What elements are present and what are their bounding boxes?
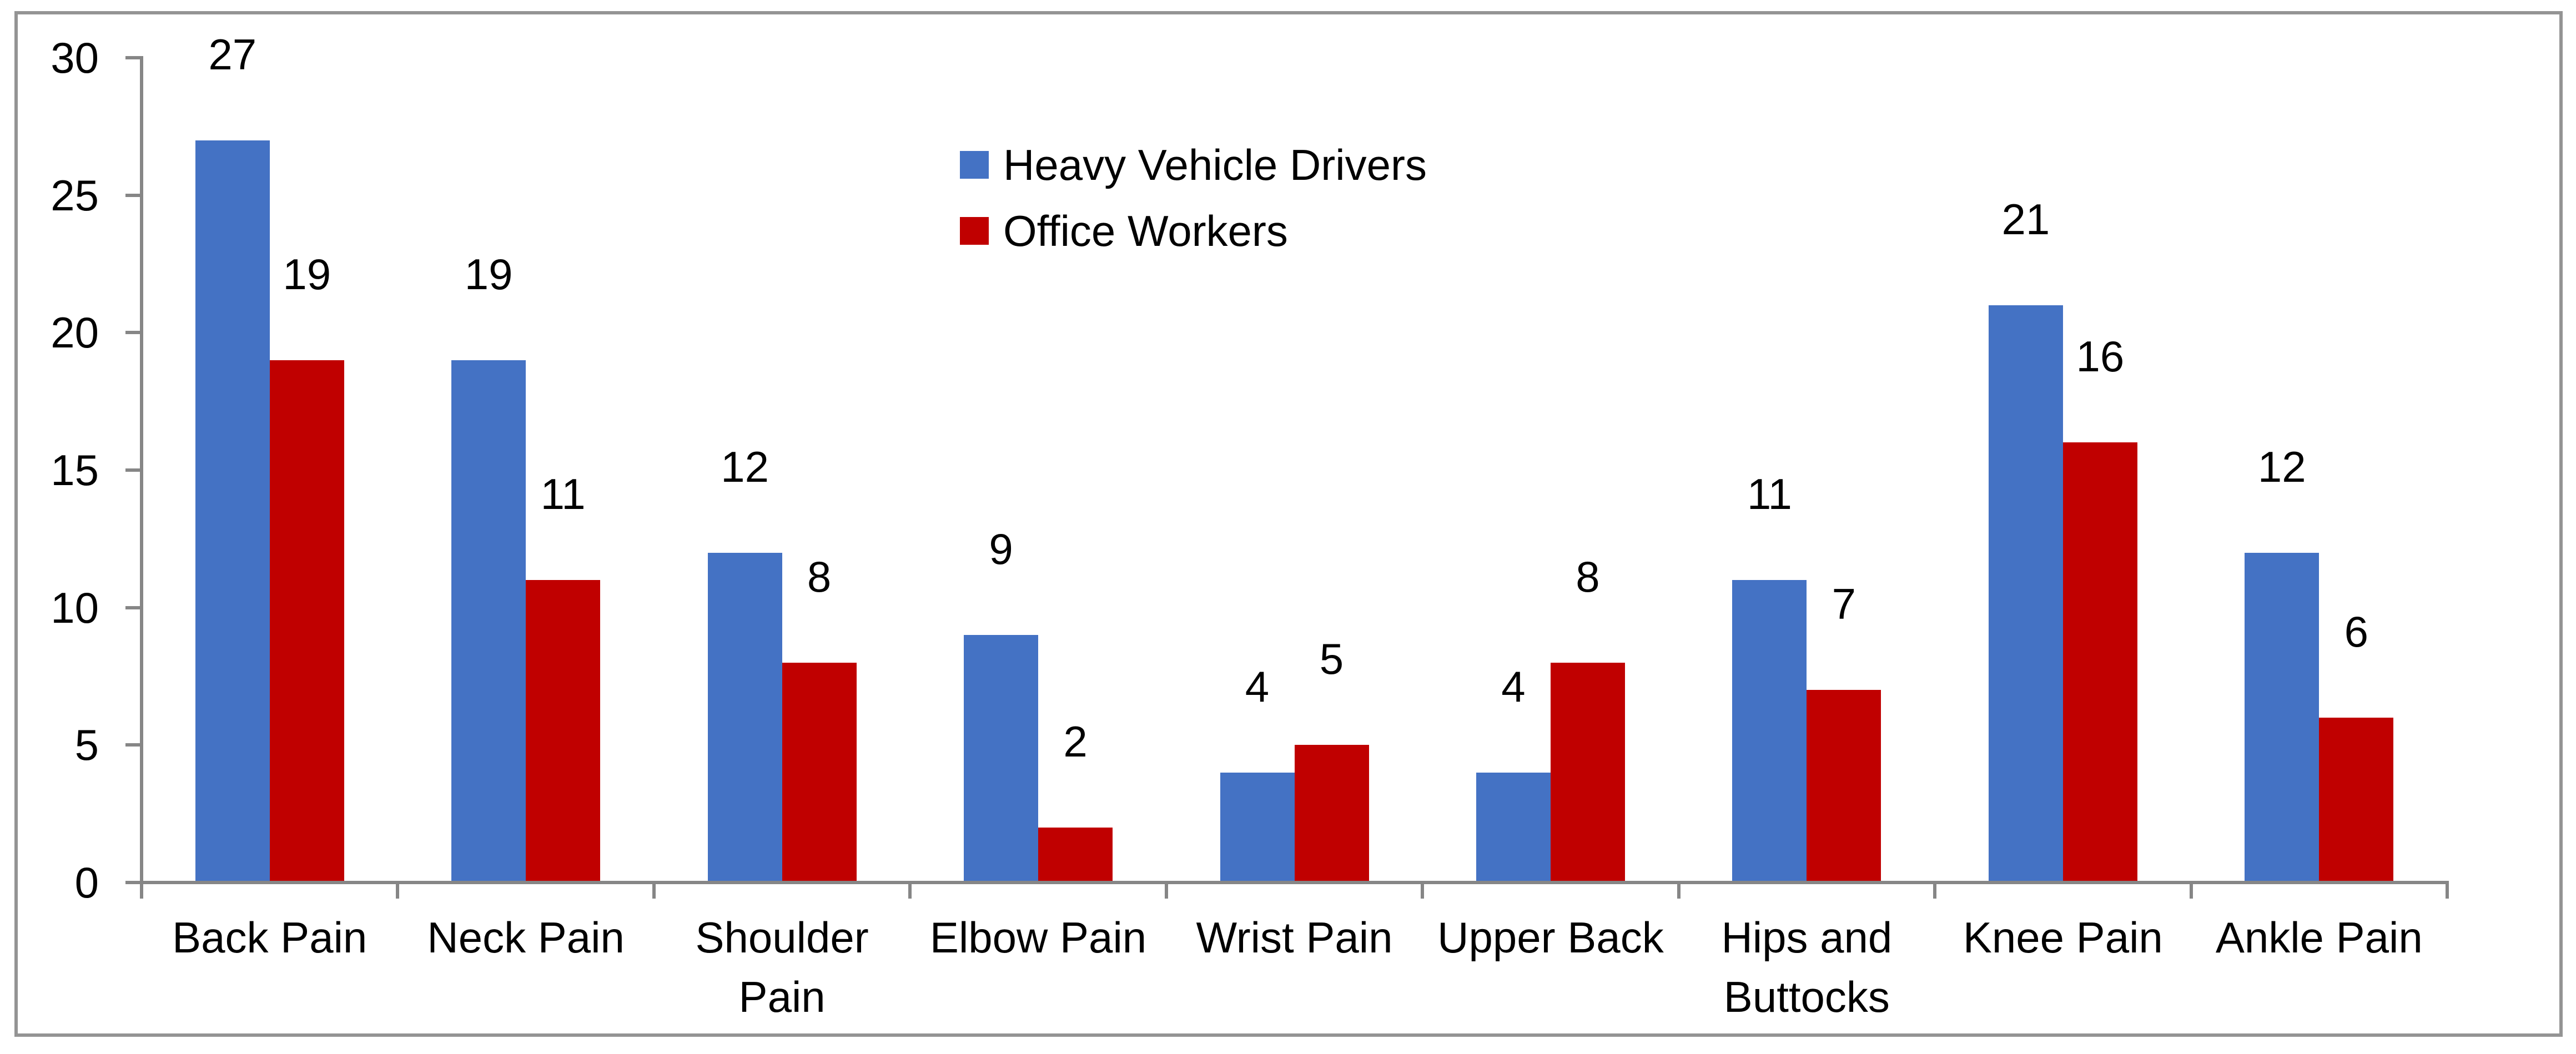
y-axis-label: 10: [51, 583, 99, 632]
bar-value-label: 2: [1063, 717, 1088, 766]
bar-value-label: 5: [1319, 634, 1344, 684]
bar-value-label: 27: [208, 29, 257, 79]
bar-value-label: 4: [1501, 662, 1526, 711]
bar-heavy-vehicle-drivers-back-pain: [195, 140, 270, 882]
bar-office-workers-upper-back: [1550, 662, 1625, 882]
bar-office-workers-hips-and-buttocks: [1807, 690, 1881, 882]
y-axis-tick: [125, 193, 140, 197]
x-category-label-hips-and-buttocks: Hips and Buttocks: [1721, 913, 1893, 1021]
legend-item-heavy-vehicle-drivers: Heavy Vehicle Drivers: [960, 132, 1427, 198]
y-axis-label: 20: [51, 308, 99, 357]
x-category-label-ankle-pain: Ankle Pain: [2215, 913, 2423, 962]
legend-swatch-heavy-vehicle-drivers: [960, 150, 989, 179]
bar-value-label: 21: [2001, 194, 2050, 244]
bar-office-workers-shoulder-pain: [782, 662, 857, 882]
x-axis-tick: [140, 884, 143, 899]
legend-swatch-office-workers: [960, 216, 989, 245]
x-axis-tick: [2446, 884, 2449, 899]
y-axis-tick: [125, 743, 140, 747]
x-category-label-upper-back: Upper Back: [1437, 913, 1664, 962]
x-axis-tick: [1677, 884, 1681, 899]
bar-office-workers-back-pain: [269, 360, 344, 882]
bar-value-label: 9: [989, 525, 1013, 574]
bar-value-label: 11: [1747, 470, 1792, 519]
x-category-label-knee-pain: Knee Pain: [1963, 913, 2163, 962]
bar-value-label: 19: [283, 249, 331, 299]
x-axis-tick: [1421, 884, 1425, 899]
legend-item-office-workers: Office Workers: [960, 198, 1427, 264]
bar-heavy-vehicle-drivers-elbow-pain: [964, 635, 1039, 882]
x-axis-tick: [1164, 884, 1168, 899]
bar-heavy-vehicle-drivers-neck-pain: [451, 360, 526, 882]
y-axis-tick: [125, 606, 140, 609]
x-axis-tick: [396, 884, 400, 899]
bar-heavy-vehicle-drivers-ankle-pain: [2245, 552, 2320, 882]
x-axis-tick: [652, 884, 656, 899]
bar-office-workers-knee-pain: [2062, 442, 2137, 882]
y-axis-tick: [125, 56, 140, 59]
y-axis-tick: [125, 468, 140, 472]
legend-label: Heavy Vehicle Drivers: [1003, 140, 1427, 189]
y-axis-label: 25: [51, 170, 99, 220]
bar-value-label: 11: [540, 470, 586, 519]
bar-value-label: 12: [2257, 442, 2306, 491]
bar-value-label: 8: [1576, 552, 1600, 601]
bar-office-workers-ankle-pain: [2319, 717, 2394, 882]
x-axis-tick: [1933, 884, 1937, 899]
bar-value-label: 8: [807, 552, 832, 601]
bar-office-workers-neck-pain: [526, 580, 601, 882]
y-axis-tick: [125, 331, 140, 335]
y-axis-label: 30: [51, 33, 99, 82]
y-axis-tick: [125, 881, 140, 884]
bar-value-label: 6: [2344, 607, 2368, 656]
bar-office-workers-elbow-pain: [1038, 827, 1113, 882]
bar-value-label: 12: [721, 442, 769, 491]
y-axis-label: 5: [74, 720, 99, 770]
chart-border: [14, 11, 2563, 1037]
bar-heavy-vehicle-drivers-knee-pain: [1988, 305, 2063, 882]
bar-heavy-vehicle-drivers-shoulder-pain: [707, 552, 782, 882]
bar-value-label: 16: [2076, 332, 2125, 381]
y-axis-line: [140, 56, 143, 884]
x-axis-tick: [2189, 884, 2193, 899]
bar-heavy-vehicle-drivers-hips-and-buttocks: [1732, 580, 1807, 882]
bar-office-workers-wrist-pain: [1294, 745, 1369, 882]
bar-value-label: 19: [464, 249, 513, 299]
legend: Heavy Vehicle Drivers Office Workers: [960, 132, 1427, 264]
legend-label: Office Workers: [1003, 206, 1288, 255]
x-axis-tick: [908, 884, 912, 899]
bar-heavy-vehicle-drivers-upper-back: [1476, 772, 1551, 882]
bar-value-label: 7: [1832, 579, 1856, 629]
bar-value-label: 4: [1245, 662, 1270, 711]
y-axis-label: 15: [51, 446, 99, 495]
bar-heavy-vehicle-drivers-wrist-pain: [1220, 772, 1295, 882]
x-category-label-wrist-pain: Wrist Pain: [1196, 913, 1393, 962]
x-category-label-shoulder-pain: Shoulder Pain: [695, 913, 869, 1021]
x-category-label-back-pain: Back Pain: [172, 913, 368, 962]
y-axis-label: 0: [74, 858, 99, 907]
x-category-label-neck-pain: Neck Pain: [427, 913, 625, 962]
x-axis-line: [140, 881, 2449, 884]
x-category-label-elbow-pain: Elbow Pain: [929, 913, 1147, 962]
